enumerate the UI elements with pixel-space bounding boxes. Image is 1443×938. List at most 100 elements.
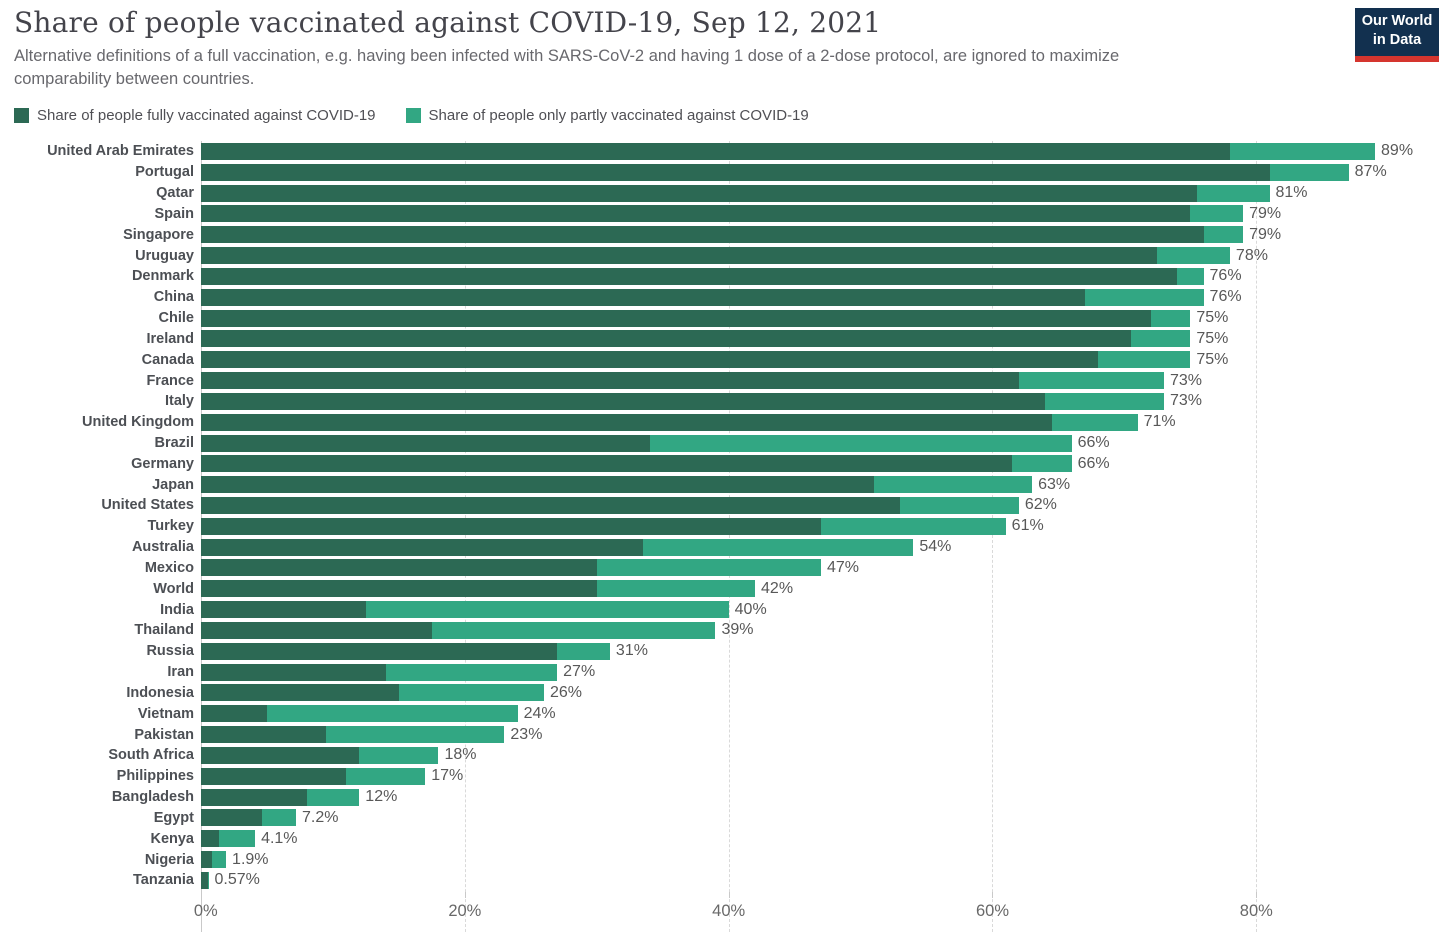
bar-fully-vaccinated[interactable]: [201, 434, 650, 452]
bar-fully-vaccinated[interactable]: [201, 226, 1204, 244]
bar-partly-vaccinated[interactable]: [1203, 226, 1244, 244]
legend-swatch-partly-icon: [405, 108, 421, 123]
bar-partly-vaccinated[interactable]: [359, 746, 439, 764]
bar-fully-vaccinated[interactable]: [201, 642, 558, 660]
bar-fully-vaccinated[interactable]: [201, 496, 901, 514]
bar-partly-vaccinated[interactable]: [1177, 267, 1204, 285]
bar-fully-vaccinated[interactable]: [201, 267, 1178, 285]
bar-partly-vaccinated[interactable]: [873, 476, 1033, 494]
bar-partly-vaccinated[interactable]: [385, 663, 558, 681]
bar-fully-vaccinated[interactable]: [201, 830, 220, 848]
bar-partly-vaccinated[interactable]: [398, 684, 544, 702]
value-label: 39%: [721, 621, 754, 639]
bar-fully-vaccinated[interactable]: [201, 184, 1197, 202]
bar-fully-vaccinated[interactable]: [201, 809, 262, 827]
bar-partly-vaccinated[interactable]: [1131, 330, 1191, 348]
country-label: Qatar: [156, 185, 194, 202]
bar-fully-vaccinated[interactable]: [201, 788, 307, 806]
bar-partly-vaccinated[interactable]: [1157, 247, 1230, 265]
legend-item-partly[interactable]: Share of people only partly vaccinated a…: [405, 107, 809, 124]
country-label: India: [160, 601, 194, 618]
bar-partly-vaccinated[interactable]: [1196, 184, 1270, 202]
bar-fully-vaccinated[interactable]: [201, 163, 1270, 181]
bar-fully-vaccinated[interactable]: [201, 288, 1085, 306]
gridline: [464, 141, 466, 932]
bar-partly-vaccinated[interactable]: [431, 621, 716, 639]
axis-tick-label: 20%: [448, 901, 482, 920]
bar-partly-vaccinated[interactable]: [1150, 309, 1191, 327]
bar-fully-vaccinated[interactable]: [201, 517, 821, 535]
subtitle-line-2: comparability between countries.: [14, 70, 255, 88]
bar-fully-vaccinated[interactable]: [201, 871, 208, 889]
bar-partly-vaccinated[interactable]: [1012, 455, 1072, 473]
chart-row: Indonesia 26%: [14, 683, 1441, 704]
bar-fully-vaccinated[interactable]: [201, 580, 597, 598]
bar-fully-vaccinated[interactable]: [201, 851, 212, 869]
bar-partly-vaccinated[interactable]: [346, 767, 426, 785]
chart-row: Germany 66%: [14, 453, 1441, 474]
chart-row: Japan 63%: [14, 474, 1441, 495]
bar-fully-vaccinated[interactable]: [201, 455, 1013, 473]
bar-partly-vaccinated[interactable]: [261, 809, 296, 827]
bar-partly-vaccinated[interactable]: [649, 434, 1072, 452]
value-label: 1.9%: [232, 850, 269, 868]
chart-row: Nigeria 1.9%: [14, 849, 1441, 870]
bar-partly-vaccinated[interactable]: [596, 559, 821, 577]
bar-partly-vaccinated[interactable]: [1098, 351, 1191, 369]
bar-fully-vaccinated[interactable]: [201, 392, 1046, 410]
row-plot: 78%: [201, 245, 1441, 266]
bar-partly-vaccinated[interactable]: [1229, 142, 1376, 160]
value-label: 17%: [431, 767, 464, 785]
bar-fully-vaccinated[interactable]: [201, 746, 360, 764]
country-label: Philippines: [116, 768, 194, 785]
bar-fully-vaccinated[interactable]: [201, 476, 874, 494]
bar-partly-vaccinated[interactable]: [219, 830, 256, 848]
grid-overlay: [201, 141, 1441, 932]
bar-partly-vaccinated[interactable]: [211, 851, 227, 869]
owid-logo[interactable]: Our World in Data: [1355, 8, 1439, 62]
bar-fully-vaccinated[interactable]: [201, 601, 366, 619]
bar-partly-vaccinated[interactable]: [557, 642, 610, 660]
value-label: 61%: [1011, 517, 1044, 535]
bar-fully-vaccinated[interactable]: [201, 309, 1151, 327]
bar-partly-vaccinated[interactable]: [326, 726, 505, 744]
bar-fully-vaccinated[interactable]: [201, 330, 1131, 348]
bar-partly-vaccinated[interactable]: [900, 496, 1019, 514]
bar-partly-vaccinated[interactable]: [821, 517, 1006, 535]
row-plot: 18%: [201, 745, 1441, 766]
bar-partly-vaccinated[interactable]: [306, 788, 360, 806]
bar-fully-vaccinated[interactable]: [201, 413, 1052, 431]
bar-fully-vaccinated[interactable]: [201, 684, 399, 702]
bar-partly-vaccinated[interactable]: [596, 580, 756, 598]
country-label: Turkey: [147, 518, 194, 535]
gridline: [728, 141, 730, 932]
bar-fully-vaccinated[interactable]: [201, 351, 1099, 369]
bar-fully-vaccinated[interactable]: [201, 767, 347, 785]
bar-fully-vaccinated[interactable]: [201, 705, 267, 723]
chart-row: Spain 79%: [14, 203, 1441, 224]
bar-fully-vaccinated[interactable]: [201, 726, 327, 744]
bar-partly-vaccinated[interactable]: [1269, 163, 1349, 181]
bar-fully-vaccinated[interactable]: [201, 247, 1158, 265]
chart-row: Canada 75%: [14, 349, 1441, 370]
bar-fully-vaccinated[interactable]: [201, 538, 643, 556]
bar-partly-vaccinated[interactable]: [365, 601, 729, 619]
bar-fully-vaccinated[interactable]: [201, 663, 386, 681]
bar-fully-vaccinated[interactable]: [201, 372, 1019, 390]
row-plot: 4.1%: [201, 828, 1441, 849]
bar-partly-vaccinated[interactable]: [207, 871, 209, 889]
legend-item-fully[interactable]: Share of people fully vaccinated against…: [14, 107, 376, 124]
bar-fully-vaccinated[interactable]: [201, 142, 1230, 160]
bar-partly-vaccinated[interactable]: [1045, 392, 1164, 410]
bar-partly-vaccinated[interactable]: [1051, 413, 1138, 431]
bar-fully-vaccinated[interactable]: [201, 559, 597, 577]
bar-partly-vaccinated[interactable]: [1084, 288, 1204, 306]
bar-partly-vaccinated[interactable]: [1190, 205, 1244, 223]
bar-fully-vaccinated[interactable]: [201, 621, 432, 639]
chart-rows: United Arab Emirates 89% Portugal 87% Qa…: [14, 141, 1441, 891]
owid-logo-line-1: Our World: [1361, 13, 1433, 29]
bar-fully-vaccinated[interactable]: [201, 205, 1191, 223]
bar-partly-vaccinated[interactable]: [642, 538, 914, 556]
bar-partly-vaccinated[interactable]: [266, 705, 518, 723]
bar-partly-vaccinated[interactable]: [1018, 372, 1164, 390]
